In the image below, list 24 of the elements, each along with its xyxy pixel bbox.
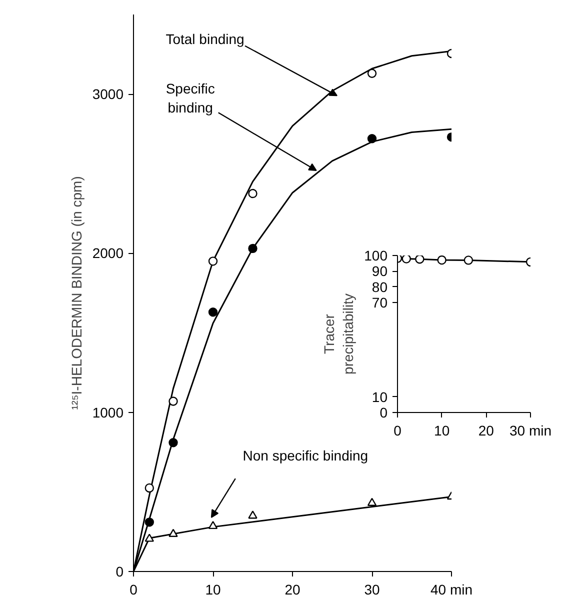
y-tick-label: 1000 [92, 404, 124, 420]
y-tick-label: 2000 [92, 245, 124, 262]
annotation: Total binding [166, 30, 244, 47]
x-tick-label: 10 [205, 582, 221, 598]
x-tick-label: 40 min [430, 582, 473, 598]
y-tick-label: 80 [372, 278, 388, 295]
y-tick-label: 90 [372, 263, 388, 280]
y-tick-label: 100 [364, 248, 388, 264]
x-tick-label: 20 [284, 582, 300, 598]
y-axis-title: Tracer precipitability [320, 294, 356, 374]
x-tick-label: 10 [434, 422, 450, 438]
annotation: Specific binding [166, 80, 215, 116]
y-tick-label: 0 [116, 564, 124, 580]
annotation: Non specific binding [242, 448, 368, 464]
x-tick-label: 30 [364, 582, 380, 598]
x-tick-label: 0 [394, 422, 402, 438]
y-tick-label: 3000 [92, 86, 124, 102]
y-axis-title: ¹²⁵I-HELODERMIN BINDING (in cpm) [68, 176, 84, 410]
x-tick-label: 20 [478, 422, 494, 438]
y-tick-label: 10 [372, 388, 388, 405]
x-tick-label: 30 min [509, 422, 552, 438]
x-tick-label: 0 [130, 582, 138, 598]
y-tick-label: 0 [380, 404, 388, 420]
y-tick-label: 70 [372, 294, 388, 311]
